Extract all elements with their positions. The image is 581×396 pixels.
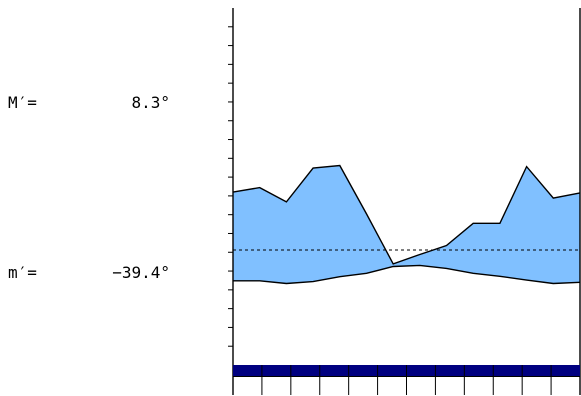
upper-series-line	[232, 164, 581, 265]
min-label: m′=	[8, 263, 37, 282]
readout-min: m′= −39.4°	[8, 263, 170, 282]
range-area	[233, 165, 580, 284]
readout-max: M′= 8.3°	[8, 93, 170, 112]
min-value: −39.4°	[112, 263, 170, 282]
plot-area	[228, 8, 581, 395]
max-label: M′=	[8, 93, 37, 112]
lower-series-line	[233, 264, 581, 285]
max-value: 8.3°	[131, 93, 170, 112]
